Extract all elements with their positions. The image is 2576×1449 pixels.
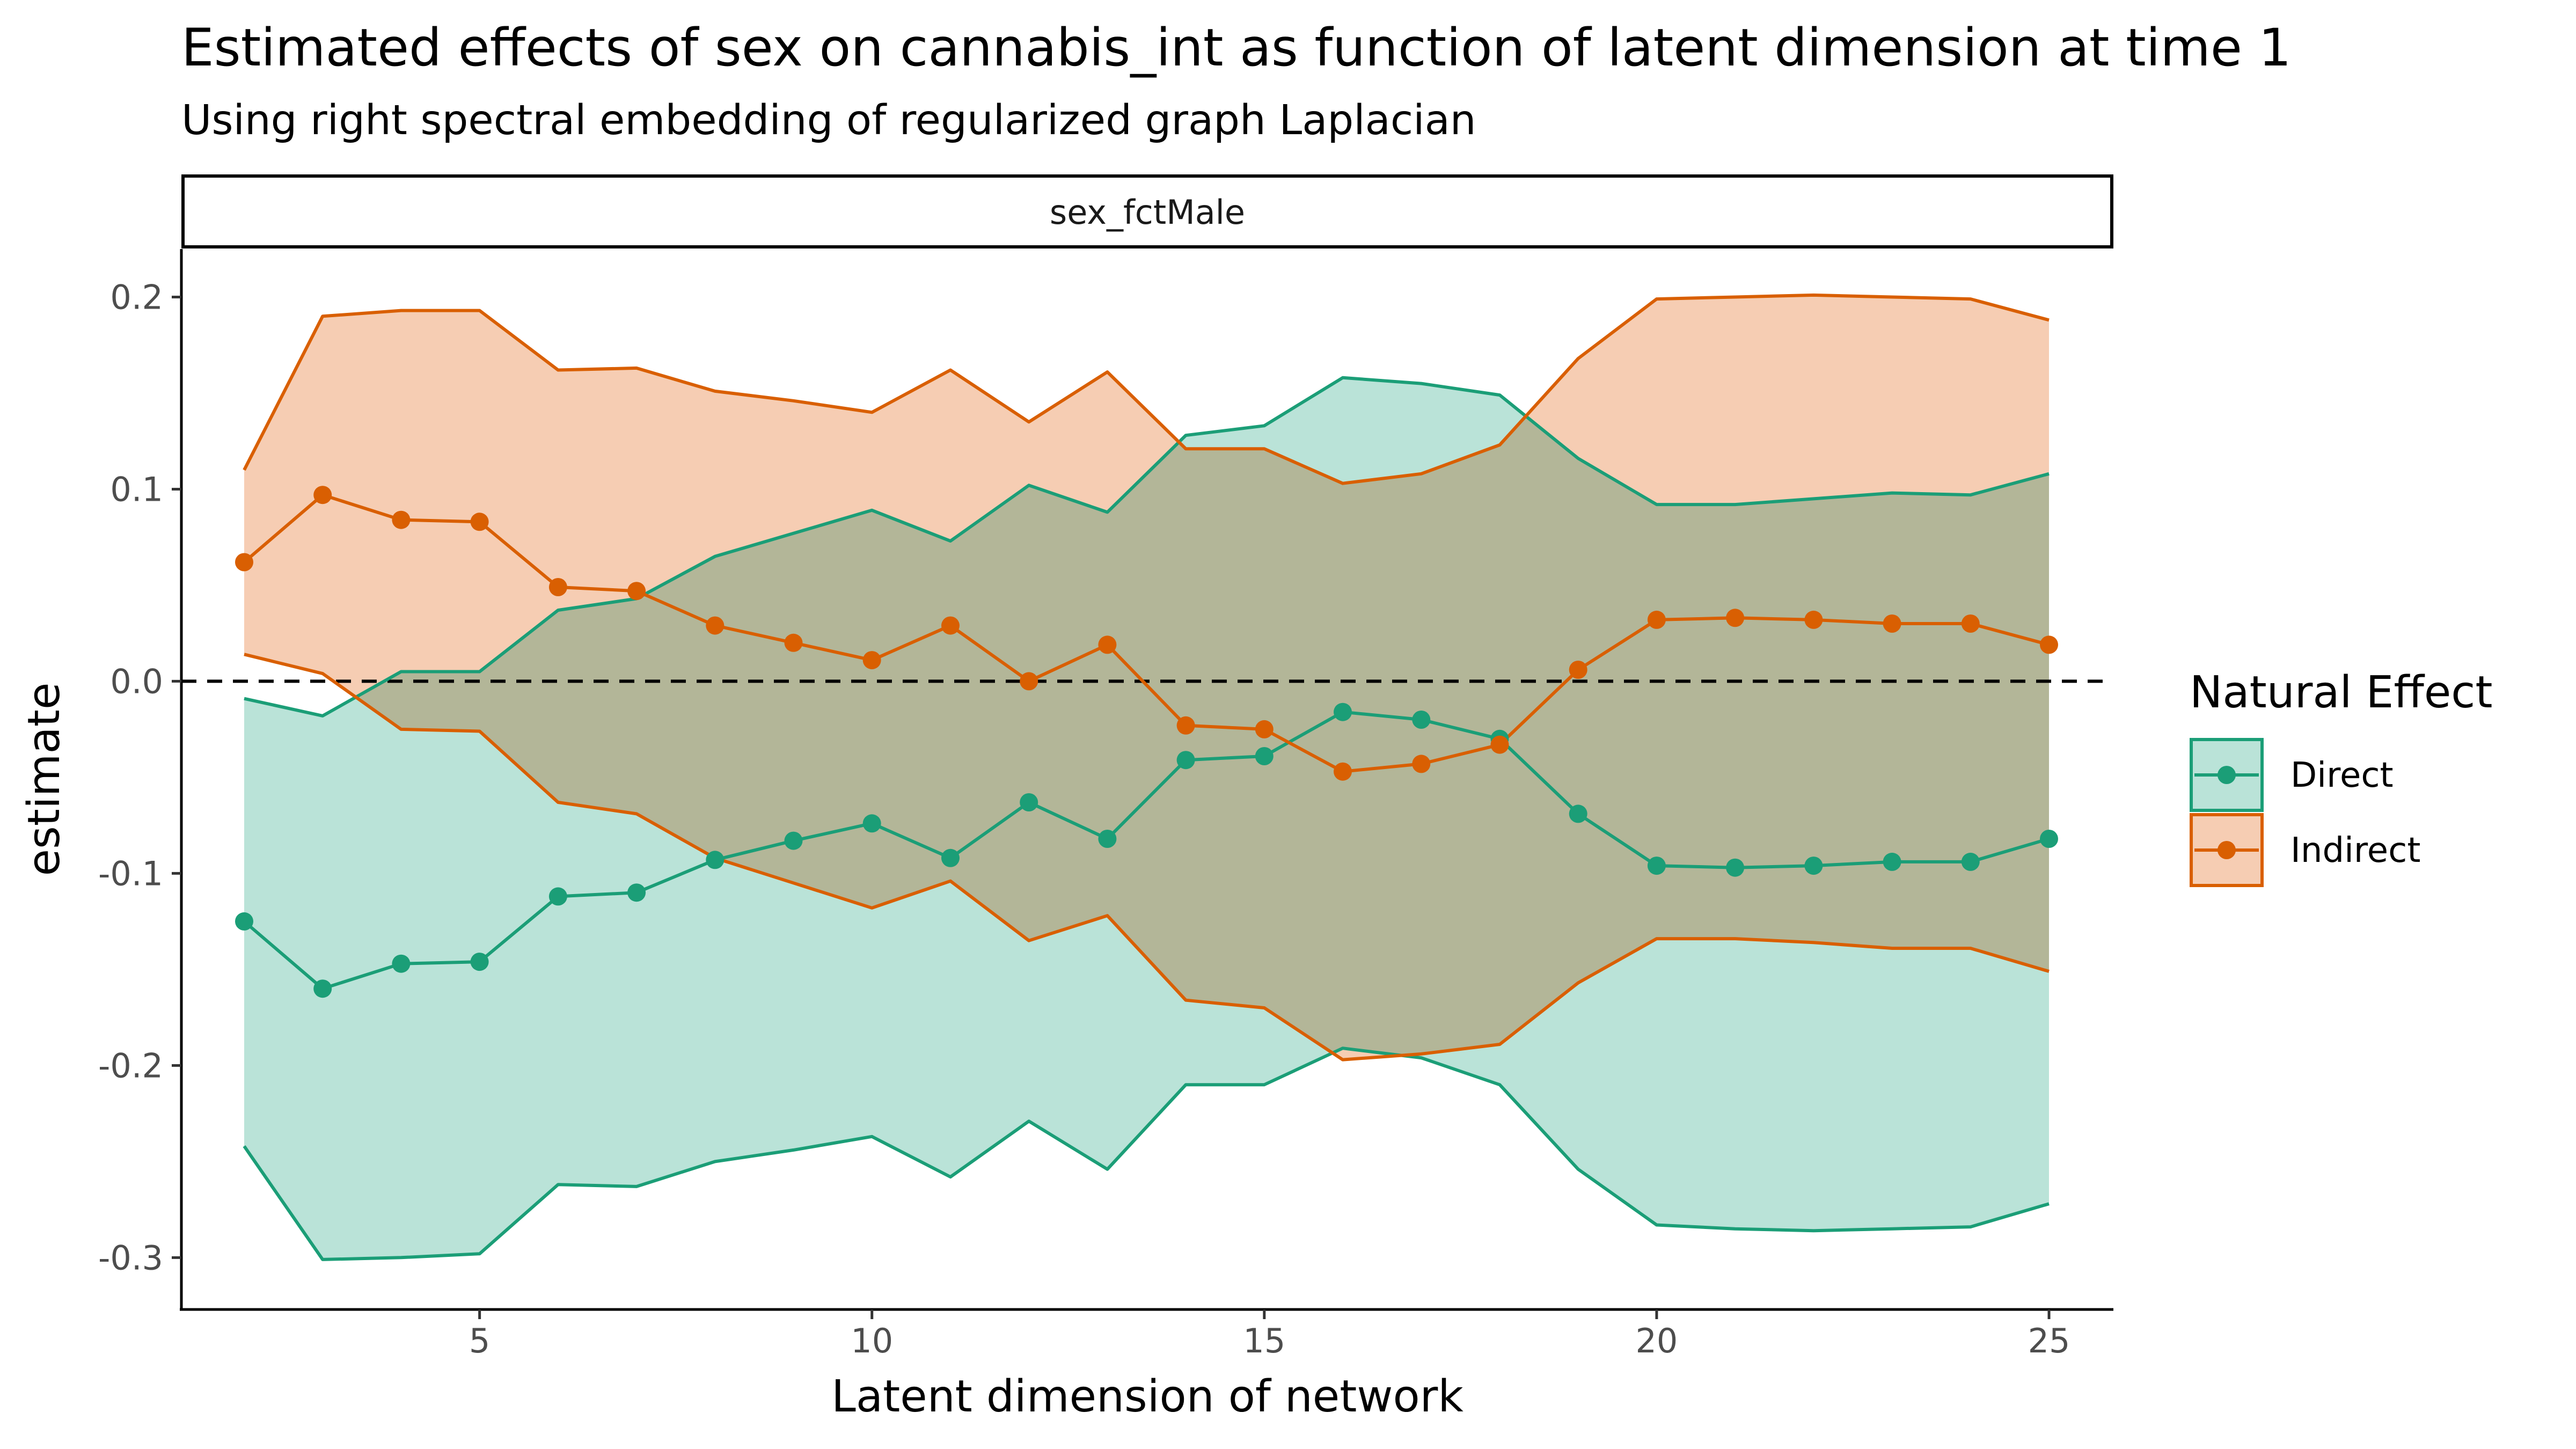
indirect-upper-line — [243, 293, 2050, 485]
direct-point — [784, 831, 803, 850]
x-tick-label: 5 — [469, 1321, 490, 1360]
legend-key-point-direct — [2218, 766, 2236, 784]
x-tick-label: 20 — [1635, 1321, 1678, 1360]
direct-point — [1647, 857, 1666, 875]
indirect-point — [313, 486, 332, 504]
y-tick-label: 0.1 — [110, 470, 163, 509]
indirect-point — [470, 513, 489, 531]
indirect-point — [1255, 720, 1274, 738]
x-tick-label: 15 — [1243, 1321, 1285, 1360]
indirect-point — [1726, 609, 1745, 627]
direct-point — [1334, 702, 1352, 721]
direct-point — [1020, 793, 1038, 811]
indirect-point — [1647, 610, 1666, 629]
indirect-point — [1883, 614, 1901, 633]
indirect-point — [1490, 735, 1509, 754]
indirect-point — [2040, 635, 2058, 654]
indirect-point — [1098, 635, 1117, 654]
facet-strip — [181, 174, 2113, 248]
direct-estimate-line — [243, 710, 2050, 991]
facet-strip-label: sex_fctMale — [1050, 193, 1245, 232]
direct-point — [1176, 751, 1195, 770]
direct-point — [862, 814, 881, 833]
y-tick-label: 0.0 — [110, 662, 163, 701]
indirect-point — [784, 633, 803, 652]
direct-point — [235, 912, 253, 931]
direct-point — [627, 883, 646, 902]
y-tick-label: -0.3 — [98, 1238, 163, 1277]
direct-point — [1883, 852, 1901, 871]
direct-lower-line — [243, 1046, 2050, 1261]
indirect-point — [1569, 661, 1587, 679]
indirect-lower-line — [244, 653, 2050, 1062]
indirect-point — [235, 553, 253, 572]
direct-point — [392, 954, 411, 973]
indirect-point — [627, 582, 646, 601]
direct-upper-line — [244, 376, 2050, 718]
direct-point — [2040, 830, 2058, 848]
y-tick-label: 0.2 — [110, 277, 163, 317]
direct-point — [941, 848, 960, 867]
y-axis-ticks: -0.3 -0.2 -0.1 0.0 0.1 0.2 — [98, 277, 181, 1277]
direct-point — [470, 953, 489, 971]
x-tick-label: 25 — [2028, 1321, 2070, 1360]
series-lines-layer — [243, 293, 2050, 1261]
legend-label-direct: Direct — [2290, 756, 2394, 795]
indirect-point — [1412, 755, 1431, 773]
chart-title: Estimated effects of sex on cannabis_int… — [181, 18, 2292, 78]
legend: Natural Effect Direct Indirect — [2190, 667, 2493, 887]
indirect-point — [706, 616, 724, 635]
direct-point — [1804, 857, 1823, 875]
chart-subtitle: Using right spectral embedding of regula… — [181, 97, 1476, 144]
indirect-estimate-line — [243, 493, 2050, 773]
indirect-point — [1804, 610, 1823, 629]
direct-point — [1255, 747, 1274, 765]
indirect-point — [392, 510, 411, 529]
direct-point — [1569, 804, 1587, 823]
indirect-point — [1961, 614, 1980, 633]
direct-point — [706, 851, 724, 869]
direct-point — [1098, 830, 1117, 848]
y-tick-label: -0.1 — [98, 854, 163, 893]
direct-point — [1726, 858, 1745, 877]
x-axis-ticks: 5 10 15 20 25 — [469, 1309, 2070, 1360]
y-axis-title: estimate — [19, 683, 70, 876]
legend-label-indirect: Indirect — [2290, 831, 2420, 870]
x-axis-title: Latent dimension of network — [831, 1371, 1463, 1422]
indirect-point — [941, 616, 960, 635]
ribbons-layer — [244, 295, 2049, 1260]
y-tick-label: -0.2 — [98, 1046, 163, 1085]
indirect-point — [1334, 762, 1352, 781]
series-points-layer — [235, 486, 2058, 998]
indirect-point — [862, 651, 881, 670]
legend-key-point-indirect — [2218, 841, 2236, 859]
direct-point — [313, 979, 332, 998]
legend-title: Natural Effect — [2190, 667, 2493, 718]
direct-point — [548, 887, 567, 906]
direct-point — [1412, 711, 1431, 729]
indirect-point — [548, 578, 567, 596]
direct-point — [1961, 852, 1980, 871]
indirect-ribbon — [244, 295, 2049, 1060]
indirect-point — [1176, 716, 1195, 735]
x-tick-label: 10 — [851, 1321, 893, 1360]
indirect-point — [1020, 672, 1038, 691]
